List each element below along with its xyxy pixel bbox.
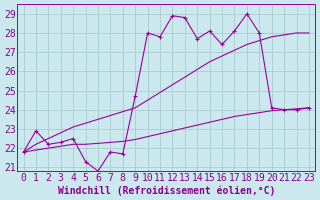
- X-axis label: Windchill (Refroidissement éolien,°C): Windchill (Refroidissement éolien,°C): [58, 185, 275, 196]
